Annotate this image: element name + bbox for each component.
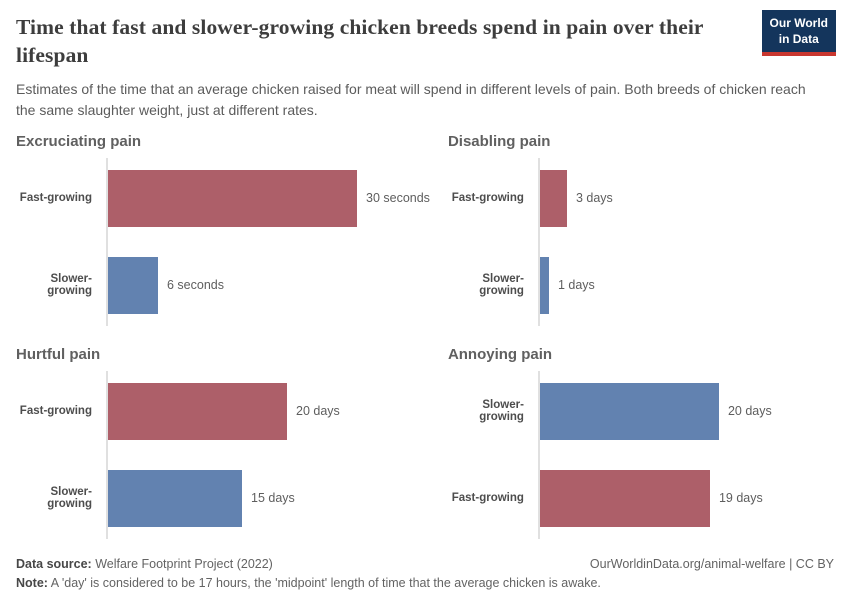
bar-track: 19 days <box>532 469 834 527</box>
panel-hurtful-pain: Hurtful pain Fast-growing 20 days Slower… <box>16 346 430 539</box>
bar-row: Slower-growing 20 days <box>448 382 834 440</box>
bar-slower-growing <box>539 256 549 314</box>
chart-subtitle: Estimates of the time that an average ch… <box>16 80 806 118</box>
y-axis-line <box>106 157 108 326</box>
bar-fast-growing <box>539 169 567 227</box>
bar-value-label: 6 seconds <box>167 278 224 293</box>
panel-title: Disabling pain <box>447 132 551 150</box>
owid-logo: Our World in Data <box>761 10 836 57</box>
bar-track: 20 days <box>100 382 430 440</box>
bar-row: Slower-growing 15 days <box>16 469 430 527</box>
bar-value-label: 19 days <box>718 491 763 506</box>
bar-track: 3 days <box>532 169 834 227</box>
bar-track: 6 seconds <box>100 256 430 314</box>
plot-area: Fast-growing 30 seconds Slower-growing 6… <box>16 157 430 326</box>
bar-slower-growing <box>108 256 158 314</box>
y-axis-line <box>537 157 540 326</box>
data-source-label: Data source: <box>16 556 92 571</box>
bar-row: Fast-growing 20 days <box>16 382 430 440</box>
bar-value-label: 1 days <box>557 278 595 293</box>
bar-slower-growing <box>539 382 719 440</box>
data-source-line: Data source: Welfare Footprint Project (… <box>16 555 273 574</box>
panel-title: Annoying pain <box>447 345 553 363</box>
bar-track: 30 seconds <box>100 169 430 227</box>
plot-area: Fast-growing 3 days Slower-growing 1 day… <box>448 157 834 326</box>
panel-annoying-pain: Annoying pain Slower-growing 20 days Fas… <box>448 346 834 539</box>
bar-row: Fast-growing 19 days <box>448 469 834 527</box>
category-label: Slower-growing <box>47 486 92 511</box>
category-label: Fast-growing <box>451 192 524 205</box>
y-axis-line <box>106 370 108 539</box>
category-label: Fast-growing <box>19 405 92 418</box>
bar-value-label: 15 days <box>251 491 295 506</box>
category-label: Slower-growing <box>479 273 524 298</box>
plot-area: Fast-growing 20 days Slower-growing 15 d… <box>16 370 430 539</box>
chart-footer: Data source: Welfare Footprint Project (… <box>16 555 834 594</box>
panel-title: Excruciating pain <box>16 132 142 150</box>
category-label: Slower-growing <box>479 399 524 424</box>
note-line: Note: A 'day' is considered to be 17 hou… <box>16 574 834 593</box>
note-label: Note: <box>16 576 48 591</box>
bar-row: Fast-growing 3 days <box>448 169 834 227</box>
credit-line: OurWorldinData.org/animal-welfare | CC B… <box>589 556 834 571</box>
bar-fast-growing <box>108 169 357 227</box>
page-title: Time that fast and slower-growing chicke… <box>16 15 704 67</box>
bar-fast-growing <box>108 382 287 440</box>
bar-value-label: 20 days <box>296 404 340 419</box>
y-axis-line <box>537 370 540 539</box>
category-label: Fast-growing <box>19 192 92 205</box>
category-label: Fast-growing <box>451 492 524 505</box>
bar-track: 15 days <box>100 469 430 527</box>
panel-disabling-pain: Disabling pain Fast-growing 3 days Slowe… <box>448 133 834 326</box>
owid-logo-line1: Our World <box>769 16 828 30</box>
bar-value-label: 30 seconds <box>366 191 430 206</box>
bar-row: Fast-growing 30 seconds <box>16 169 430 227</box>
data-source-text: Welfare Footprint Project (2022) <box>91 556 273 571</box>
owid-logo-line2: in Data <box>778 31 819 46</box>
bar-value-label: 3 days <box>575 191 613 206</box>
panel-excruciating-pain: Excruciating pain Fast-growing 30 second… <box>16 133 430 326</box>
bar-fast-growing <box>539 469 710 527</box>
bar-track: 20 days <box>532 382 834 440</box>
bar-track: 1 days <box>532 256 834 314</box>
panel-title: Hurtful pain <box>16 345 101 363</box>
bar-value-label: 20 days <box>727 404 772 419</box>
bar-row: Slower-growing 1 days <box>448 256 834 314</box>
plot-area: Slower-growing 20 days Fast-growing 19 d… <box>448 370 834 539</box>
facet-grid: Excruciating pain Fast-growing 30 second… <box>16 133 834 539</box>
category-label: Slower-growing <box>47 273 92 298</box>
note-text: A 'day' is considered to be 17 hours, th… <box>47 576 601 591</box>
bar-row: Slower-growing 6 seconds <box>16 256 430 314</box>
bar-slower-growing <box>108 469 242 527</box>
